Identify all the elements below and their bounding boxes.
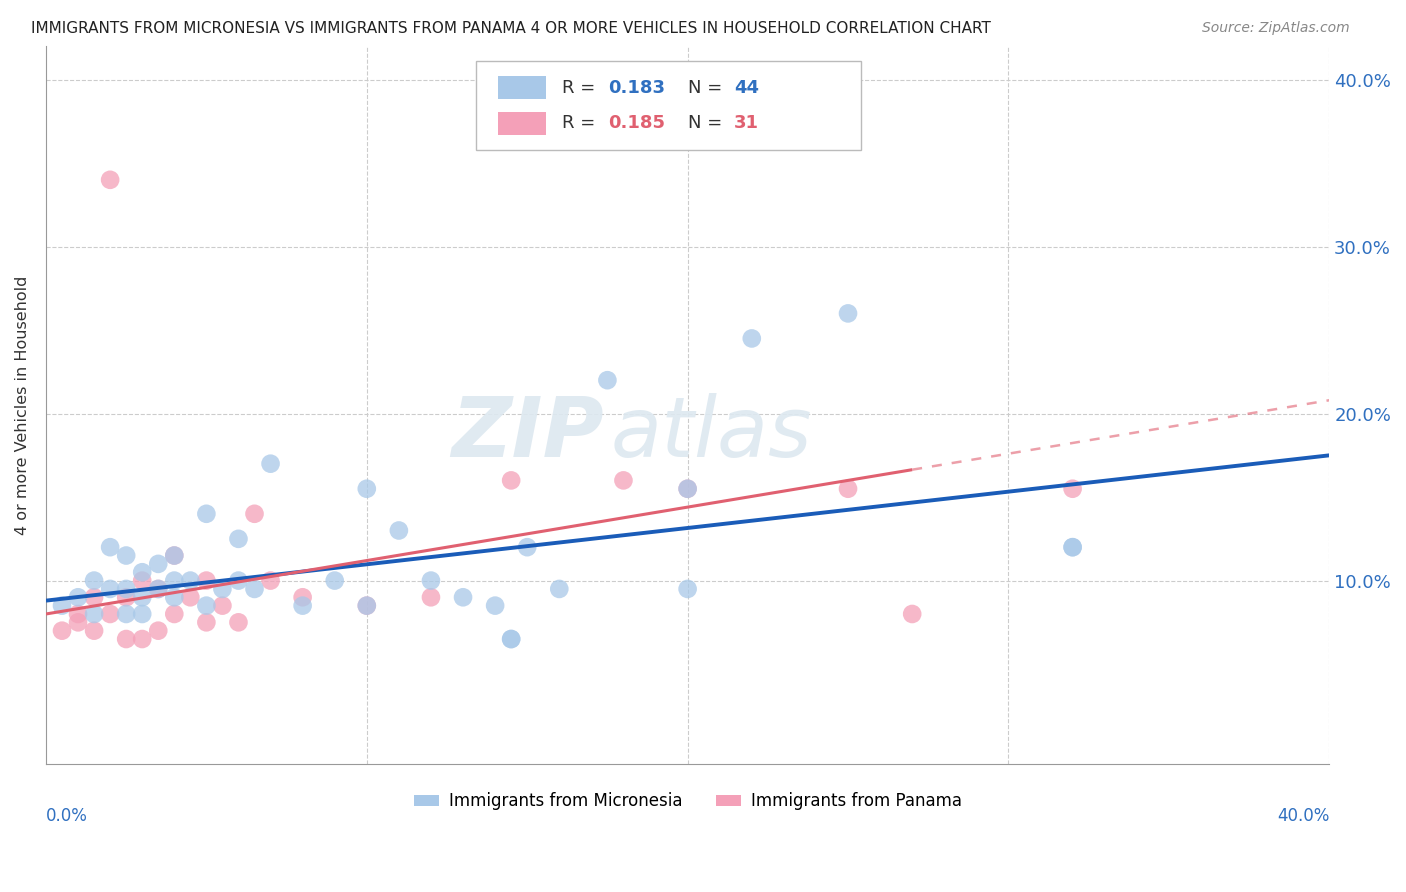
FancyBboxPatch shape (498, 77, 547, 99)
Point (837, 306, 859, 320)
Point (243, 507, 266, 521)
Point (291, 591, 314, 605)
Text: 44: 44 (734, 78, 759, 97)
Point (115, 591, 138, 605)
Point (115, 632, 138, 646)
Point (115, 549, 138, 563)
Point (259, 574, 281, 588)
Point (676, 482, 699, 496)
Point (115, 582, 138, 596)
Point (451, 591, 474, 605)
Point (98, 540, 121, 554)
Point (67, 607, 90, 621)
Point (195, 574, 218, 588)
Point (741, 331, 763, 345)
Text: ZIP: ZIP (451, 393, 605, 475)
Point (148, 582, 170, 596)
Text: 31: 31 (734, 114, 759, 132)
Point (676, 482, 699, 496)
Point (83, 624, 105, 638)
Point (259, 457, 281, 471)
Point (501, 474, 523, 488)
Point (1062, 540, 1084, 554)
Point (901, 607, 924, 621)
Point (356, 599, 378, 613)
Point (548, 582, 571, 596)
Point (163, 574, 186, 588)
Point (148, 582, 170, 596)
Text: 40.0%: 40.0% (1277, 807, 1329, 825)
Point (291, 599, 314, 613)
Point (163, 549, 186, 563)
Point (131, 566, 153, 580)
Point (98, 173, 121, 187)
Point (179, 591, 201, 605)
Point (837, 482, 859, 496)
Point (67, 615, 90, 630)
Point (131, 632, 153, 646)
Point (179, 574, 201, 588)
Text: 0.0%: 0.0% (46, 807, 87, 825)
Point (420, 574, 443, 588)
Point (596, 373, 619, 387)
Point (356, 482, 378, 496)
Point (612, 474, 634, 488)
Point (51, 599, 73, 613)
Point (356, 599, 378, 613)
Point (243, 582, 266, 596)
Y-axis label: 4 or more Vehicles in Household: 4 or more Vehicles in Household (15, 276, 30, 535)
FancyBboxPatch shape (475, 61, 860, 151)
Text: N =: N = (688, 78, 728, 97)
Text: atlas: atlas (610, 393, 813, 475)
Point (228, 574, 250, 588)
Point (115, 607, 138, 621)
Point (420, 591, 443, 605)
Point (51, 624, 73, 638)
Point (98, 582, 121, 596)
Text: R =: R = (562, 114, 600, 132)
Point (388, 524, 411, 538)
Point (131, 574, 153, 588)
Point (1062, 540, 1084, 554)
Point (163, 549, 186, 563)
Point (195, 599, 218, 613)
Point (676, 582, 699, 596)
Point (131, 591, 153, 605)
FancyBboxPatch shape (498, 112, 547, 135)
Point (148, 624, 170, 638)
Point (67, 591, 90, 605)
Point (1062, 482, 1084, 496)
Point (83, 591, 105, 605)
Point (501, 632, 523, 646)
Point (516, 540, 538, 554)
Text: Source: ZipAtlas.com: Source: ZipAtlas.com (1202, 21, 1350, 35)
Point (501, 632, 523, 646)
Text: 0.183: 0.183 (607, 78, 665, 97)
Legend: Immigrants from Micronesia, Immigrants from Panama: Immigrants from Micronesia, Immigrants f… (406, 786, 969, 817)
Text: IMMIGRANTS FROM MICRONESIA VS IMMIGRANTS FROM PANAMA 4 OR MORE VEHICLES IN HOUSE: IMMIGRANTS FROM MICRONESIA VS IMMIGRANTS… (31, 21, 991, 36)
Point (163, 591, 186, 605)
Point (211, 582, 233, 596)
Text: R =: R = (562, 78, 600, 97)
Point (323, 574, 346, 588)
Point (148, 557, 170, 571)
Point (195, 615, 218, 630)
Point (211, 599, 233, 613)
Point (131, 607, 153, 621)
Point (98, 607, 121, 621)
Point (83, 574, 105, 588)
Point (195, 507, 218, 521)
Text: N =: N = (688, 114, 728, 132)
Text: 0.185: 0.185 (607, 114, 665, 132)
Point (228, 532, 250, 546)
Point (163, 607, 186, 621)
Point (228, 615, 250, 630)
Point (484, 599, 506, 613)
Point (83, 607, 105, 621)
